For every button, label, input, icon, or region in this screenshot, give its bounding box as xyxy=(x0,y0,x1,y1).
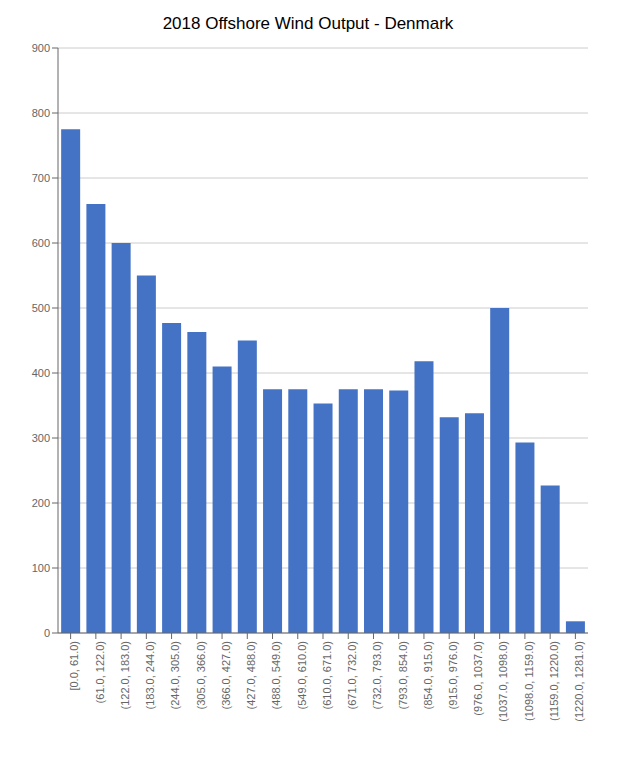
svg-text:(1098.0, 1159.0): (1098.0, 1159.0) xyxy=(523,641,535,721)
svg-text:900: 900 xyxy=(32,42,50,54)
svg-text:0: 0 xyxy=(44,627,50,639)
svg-text:(549.0, 610.0): (549.0, 610.0) xyxy=(296,641,308,710)
svg-text:400: 400 xyxy=(32,367,50,379)
svg-text:(427.0, 488.0): (427.0, 488.0) xyxy=(245,641,257,710)
svg-text:(61.0, 122.0): (61.0, 122.0) xyxy=(94,641,106,703)
svg-text:(976.0, 1037.0): (976.0, 1037.0) xyxy=(472,641,484,716)
svg-text:600: 600 xyxy=(32,237,50,249)
svg-text:200: 200 xyxy=(32,497,50,509)
svg-text:(1037.0, 1098.0): (1037.0, 1098.0) xyxy=(497,641,509,722)
svg-text:(854.0, 915.0): (854.0, 915.0) xyxy=(422,641,434,710)
svg-text:(183.0, 244.0): (183.0, 244.0) xyxy=(144,641,156,710)
svg-text:700: 700 xyxy=(32,172,50,184)
svg-text:(305.0, 366.0): (305.0, 366.0) xyxy=(195,641,207,710)
svg-text:(793.0, 854.0): (793.0, 854.0) xyxy=(397,641,409,710)
svg-text:500: 500 xyxy=(32,302,50,314)
svg-text:(732.0, 793.0): (732.0, 793.0) xyxy=(371,641,383,710)
svg-text:(1159.0, 1220.0): (1159.0, 1220.0) xyxy=(548,641,560,721)
svg-text:(366.0, 427.0): (366.0, 427.0) xyxy=(220,641,232,710)
html-text:2018 Offshore Wind Output - De: 2018 Offshore Wind Output - Denmark xyxy=(162,14,454,33)
svg-text:100: 100 xyxy=(32,562,50,574)
svg-text:(671.0, 732.0): (671.0, 732.0) xyxy=(346,641,358,710)
svg-text:800: 800 xyxy=(32,107,50,119)
svg-text:(915.0, 976.0): (915.0, 976.0) xyxy=(447,641,459,710)
svg-text:(244.0, 305.0): (244.0, 305.0) xyxy=(169,641,181,710)
svg-text:(488.0, 549.0): (488.0, 549.0) xyxy=(270,641,282,710)
svg-text:(122.0, 183.0): (122.0, 183.0) xyxy=(119,641,131,710)
svg-text:(610.0, 671.0): (610.0, 671.0) xyxy=(321,641,333,710)
svg-text:(1220.0, 1281.0): (1220.0, 1281.0) xyxy=(573,641,585,722)
svg-text:[0.0, 61.0): [0.0, 61.0) xyxy=(68,641,80,691)
svg-text:300: 300 xyxy=(32,432,50,444)
